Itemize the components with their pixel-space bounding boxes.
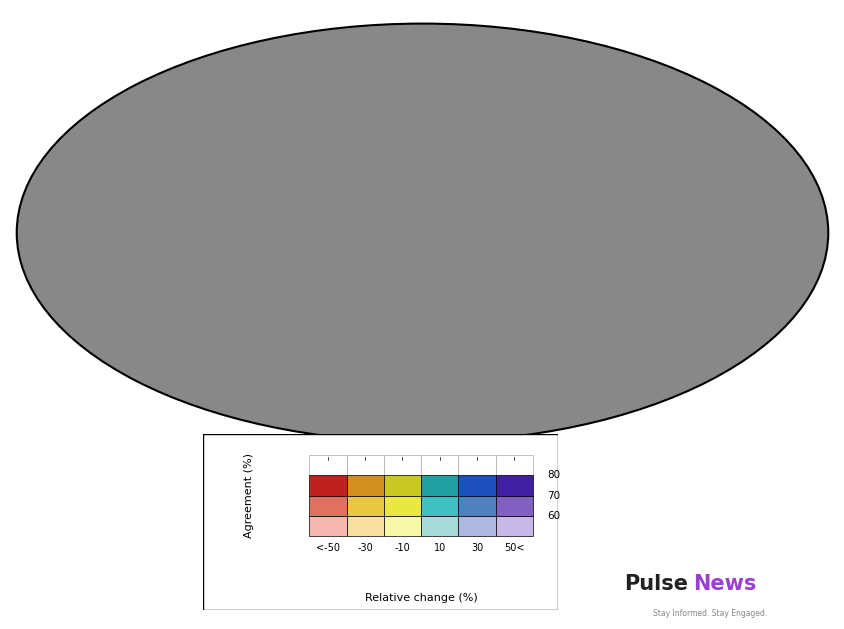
Text: Stay Informed. Stay Engaged.: Stay Informed. Stay Engaged. bbox=[652, 610, 766, 618]
Bar bbox=[457, 455, 495, 476]
Bar bbox=[495, 476, 533, 496]
Bar bbox=[495, 496, 533, 516]
Bar bbox=[383, 496, 420, 516]
Bar bbox=[457, 516, 495, 536]
Text: 10: 10 bbox=[433, 543, 446, 553]
Text: Agreement (%): Agreement (%) bbox=[244, 453, 254, 538]
Text: 50<: 50< bbox=[503, 543, 524, 553]
Bar bbox=[420, 496, 457, 516]
Bar bbox=[309, 455, 346, 476]
Text: 80: 80 bbox=[546, 470, 560, 481]
Bar bbox=[309, 496, 346, 516]
Bar bbox=[346, 455, 383, 476]
Bar bbox=[346, 516, 383, 536]
Text: Relative change (%): Relative change (%) bbox=[365, 593, 477, 603]
Bar bbox=[457, 496, 495, 516]
FancyBboxPatch shape bbox=[203, 434, 557, 610]
Bar bbox=[495, 455, 533, 476]
Text: News: News bbox=[693, 574, 756, 594]
Bar bbox=[420, 455, 457, 476]
Ellipse shape bbox=[17, 24, 827, 442]
Bar bbox=[383, 516, 420, 536]
Bar bbox=[457, 476, 495, 496]
Bar bbox=[383, 455, 420, 476]
Bar bbox=[383, 476, 420, 496]
Text: 70: 70 bbox=[546, 491, 560, 501]
Bar bbox=[420, 476, 457, 496]
Bar bbox=[309, 516, 346, 536]
Text: 60: 60 bbox=[546, 511, 560, 521]
Bar bbox=[309, 476, 346, 496]
Bar bbox=[346, 476, 383, 496]
Text: Pulse: Pulse bbox=[624, 574, 687, 594]
Text: <-50: <-50 bbox=[316, 543, 339, 553]
Text: -10: -10 bbox=[394, 543, 410, 553]
Bar bbox=[420, 516, 457, 536]
Text: 30: 30 bbox=[470, 543, 483, 553]
Bar bbox=[346, 496, 383, 516]
Text: -30: -30 bbox=[357, 543, 372, 553]
Bar bbox=[495, 516, 533, 536]
